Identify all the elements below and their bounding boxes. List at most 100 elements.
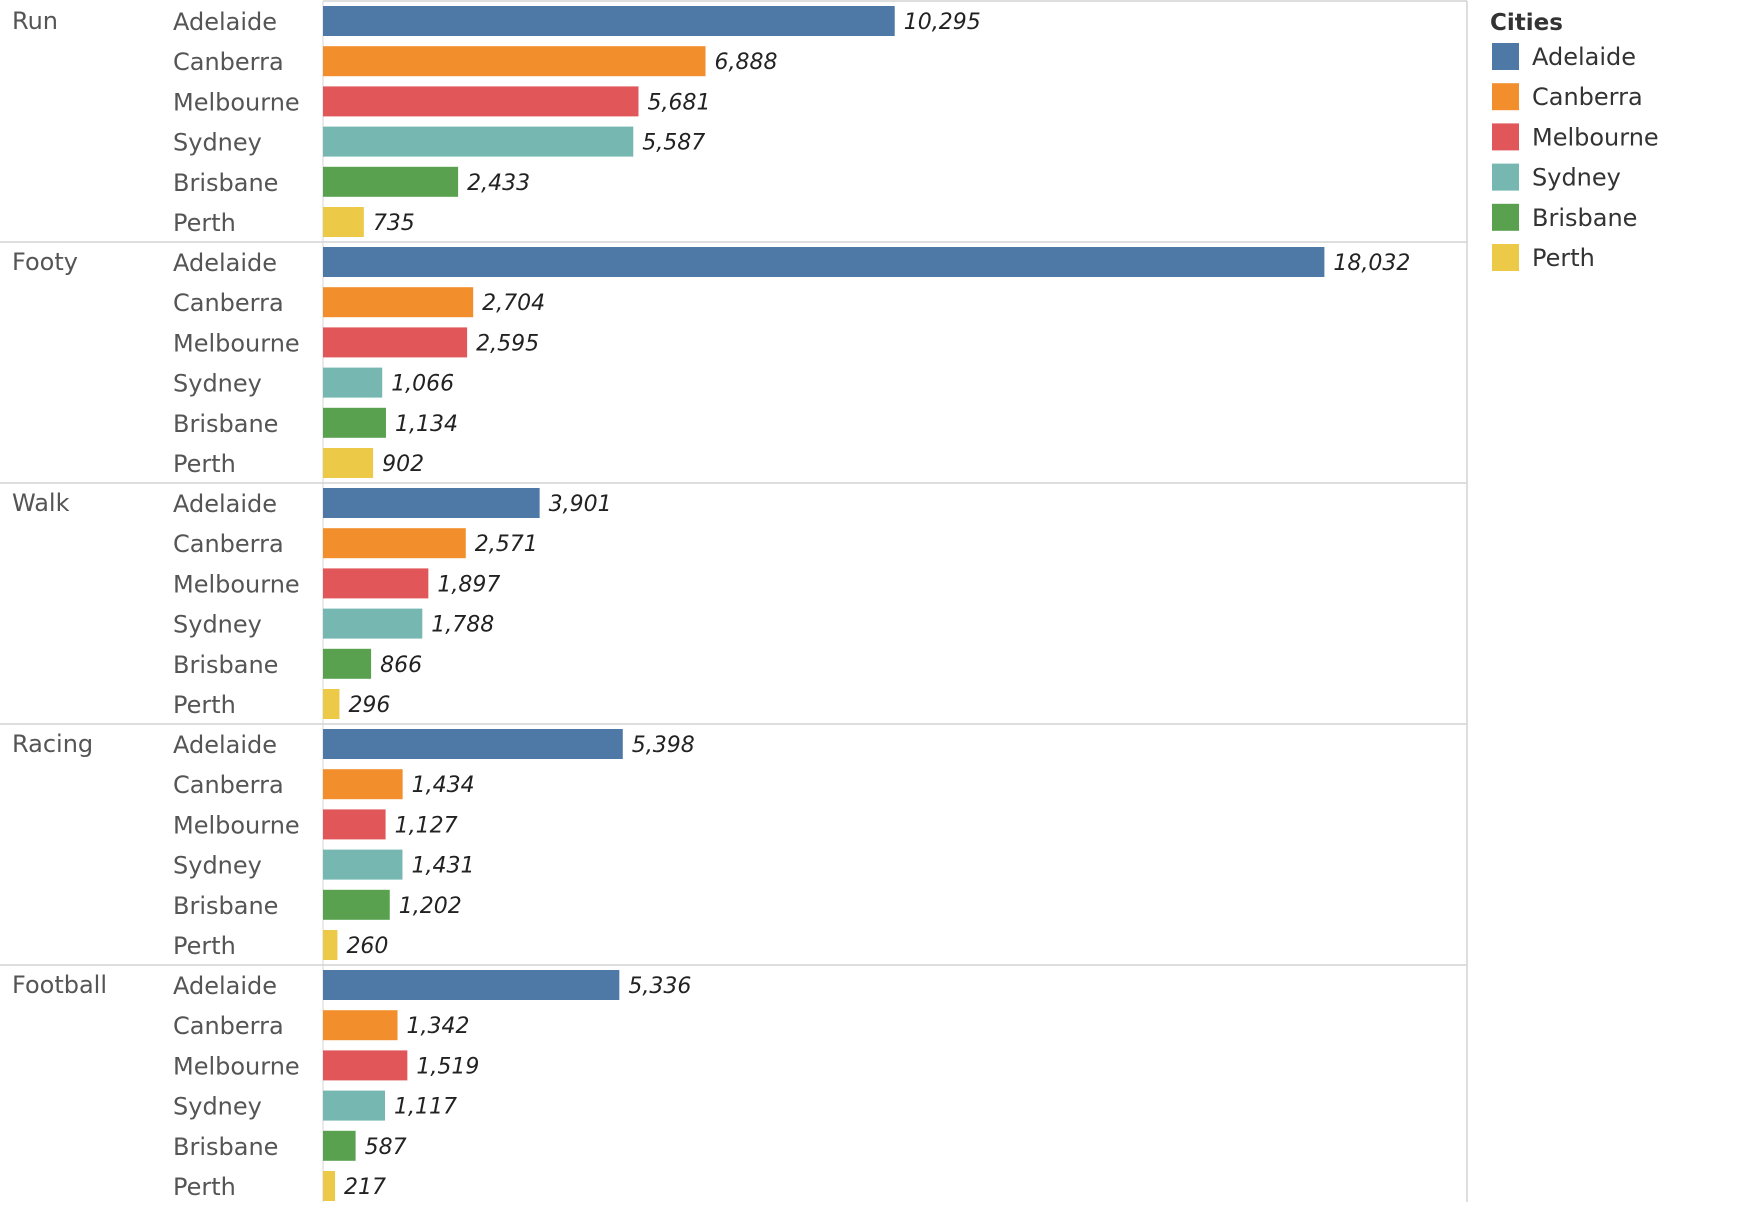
group-label: Football [12, 971, 107, 999]
city-label-brisbane: Brisbane [173, 892, 278, 920]
data-label: 2,571 [475, 532, 538, 557]
city-label-brisbane: Brisbane [173, 1133, 278, 1161]
data-label: 866 [380, 653, 422, 678]
bar-racing-perth [323, 930, 338, 960]
group-run: Run Adelaide 10,295 Canberra 6,888 Melbourne 5… [0, 6, 1467, 243]
bar-football-perth [323, 1171, 336, 1201]
legend-label-perth: Perth [1532, 244, 1595, 272]
bar-footy-canberra [323, 287, 474, 318]
data-label: 2,433 [467, 171, 530, 196]
data-label: 10,295 [904, 10, 981, 35]
data-label: 6,888 [715, 50, 778, 75]
legend-label-adelaide: Adelaide [1532, 43, 1636, 71]
data-label: 2,704 [482, 291, 545, 316]
city-label-perth: Perth [173, 932, 236, 960]
bar-football-melbourne [323, 1050, 408, 1081]
data-label: 5,336 [628, 974, 691, 999]
data-label: 1,434 [412, 773, 475, 798]
bar-footy-melbourne [323, 327, 468, 358]
bar-racing-sydney [323, 849, 403, 880]
legend-label-brisbane: Brisbane [1532, 204, 1637, 232]
city-label-sydney: Sydney [173, 1093, 262, 1121]
city-label-sydney: Sydney [173, 852, 262, 880]
legend-title: Cities [1490, 10, 1563, 36]
data-label: 2,595 [476, 331, 539, 356]
legend-label-canberra: Canberra [1532, 83, 1643, 111]
data-label: 260 [346, 934, 388, 959]
city-label-adelaide: Adelaide [173, 490, 277, 518]
city-label-adelaide: Adelaide [173, 249, 277, 277]
data-label: 1,066 [391, 372, 454, 397]
city-label-perth: Perth [173, 691, 236, 719]
bar-racing-adelaide [323, 729, 623, 759]
bar-football-sydney [323, 1090, 386, 1121]
bar-football-adelaide [323, 970, 620, 1000]
bar-walk-sydney [323, 608, 423, 639]
city-label-canberra: Canberra [173, 771, 284, 799]
bar-footy-adelaide [323, 247, 1325, 277]
bar-footy-brisbane [323, 407, 386, 438]
data-label: 5,681 [647, 90, 710, 115]
data-label: 1,117 [394, 1095, 457, 1120]
data-label: 5,398 [632, 733, 695, 758]
city-label-canberra: Canberra [173, 530, 284, 558]
legend-swatch-canberra [1492, 83, 1519, 111]
city-label-adelaide: Adelaide [173, 972, 277, 1000]
group-label: Walk [12, 489, 70, 517]
legend-swatch-perth [1492, 244, 1519, 271]
city-label-brisbane: Brisbane [173, 169, 278, 197]
data-label: 1,202 [399, 894, 462, 919]
bar-run-perth [323, 207, 364, 237]
city-label-melbourne: Melbourne [173, 1052, 300, 1080]
bar-footy-sydney [323, 367, 383, 398]
legend-label-sydney: Sydney [1532, 164, 1621, 192]
bar-footy-perth [323, 448, 374, 478]
group-footy: Footy Adelaide 18,032 Canberra 2,704 Melbourn… [0, 247, 1467, 484]
data-label: 735 [373, 211, 415, 236]
data-label: 1,519 [416, 1054, 479, 1079]
bar-racing-brisbane [323, 889, 390, 920]
data-label: 1,342 [407, 1014, 470, 1039]
city-label-adelaide: Adelaide [173, 8, 277, 36]
city-label-brisbane: Brisbane [173, 651, 278, 679]
group-label: Racing [12, 730, 93, 758]
group-label: Run [12, 7, 58, 35]
bar-walk-brisbane [323, 648, 372, 679]
city-label-melbourne: Melbourne [173, 811, 300, 839]
legend-label-melbourne: Melbourne [1532, 123, 1659, 151]
bar-run-sydney [323, 126, 634, 157]
legend-swatch-brisbane [1492, 203, 1519, 231]
bar-walk-canberra [323, 528, 466, 559]
city-label-perth: Perth [173, 209, 236, 237]
legend: Cities Adelaide Canberra Melbourne Sydney Bri… [1490, 10, 1659, 272]
data-label: 902 [382, 452, 424, 477]
city-label-melbourne: Melbourne [173, 329, 300, 357]
bar-run-canberra [323, 46, 706, 77]
data-label: 5,587 [642, 131, 705, 156]
group-football: Football Adelaide 5,336 Canberra 1,342 Melbou… [0, 970, 1467, 1206]
city-label-melbourne: Melbourne [173, 570, 300, 598]
legend-swatch-melbourne [1492, 123, 1519, 151]
bar-run-brisbane [323, 166, 459, 197]
bar-racing-canberra [323, 769, 403, 800]
bar-run-melbourne [323, 86, 639, 117]
data-label: 3,901 [549, 492, 612, 517]
bar-racing-melbourne [323, 809, 386, 840]
bar-walk-melbourne [323, 568, 429, 599]
data-label: 18,032 [1333, 251, 1410, 276]
bar-walk-perth [323, 689, 340, 719]
bar-run-adelaide [323, 6, 895, 36]
city-label-perth: Perth [173, 450, 236, 478]
data-label: 1,788 [431, 613, 494, 638]
group-racing: Racing Adelaide 5,398 Canberra 1,434 Melbourn… [0, 729, 1467, 966]
city-label-canberra: Canberra [173, 1012, 284, 1040]
group-label: Footy [12, 248, 78, 276]
group-walk: Walk Adelaide 3,901 Canberra 2,571 Melbourne 1… [0, 488, 1467, 725]
data-label: 217 [344, 1175, 386, 1200]
city-label-canberra: Canberra [173, 48, 284, 76]
bar-football-canberra [323, 1010, 398, 1041]
data-label: 1,134 [395, 412, 458, 437]
city-label-brisbane: Brisbane [173, 410, 278, 438]
